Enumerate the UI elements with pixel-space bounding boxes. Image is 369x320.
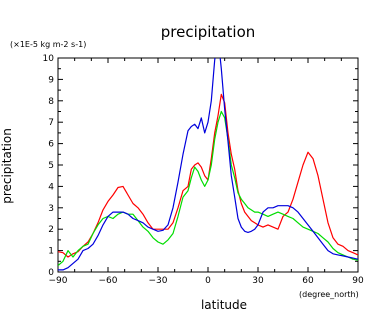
y-units-label: (×1E-5 kg m-2 s-1) <box>10 40 86 49</box>
series-layer <box>58 58 358 271</box>
x-tick-label: −90 <box>49 276 68 286</box>
x-tick-label: 60 <box>302 276 314 286</box>
chart-title: precipitation <box>161 23 256 41</box>
x-tick-label: −30 <box>149 276 168 286</box>
y-tick-label: 5 <box>48 161 54 171</box>
x-tick-label: −60 <box>99 276 118 286</box>
series-line-2 <box>58 110 358 267</box>
y-tick-label: 2 <box>48 225 54 235</box>
series-line-3 <box>58 58 358 271</box>
x-tick-label: 90 <box>352 276 364 286</box>
y-axis-label: precipitation <box>0 128 14 204</box>
plot-frame <box>57 57 359 273</box>
x-axis-label: latitude <box>201 298 247 312</box>
y-tick-label: 7 <box>48 118 54 128</box>
series-line-1 <box>58 93 358 258</box>
y-tick-label: 3 <box>48 204 54 214</box>
y-tick-label: 9 <box>48 75 54 85</box>
y-tick-label: 1 <box>48 247 54 257</box>
x-units-label: (degree_north) <box>299 290 359 299</box>
axis-ticks: −90 −60 −30 0 30 60 90 0 1 2 3 4 5 6 7 8 9 10 <box>43 54 364 286</box>
y-tick-label: 8 <box>48 97 54 107</box>
x-tick-label: 30 <box>252 276 264 286</box>
y-tick-label: 10 <box>43 54 55 64</box>
y-tick-label: 4 <box>48 182 54 192</box>
x-tick-label: 0 <box>205 276 211 286</box>
y-tick-label: 0 <box>48 268 54 278</box>
y-tick-label: 6 <box>48 140 54 150</box>
